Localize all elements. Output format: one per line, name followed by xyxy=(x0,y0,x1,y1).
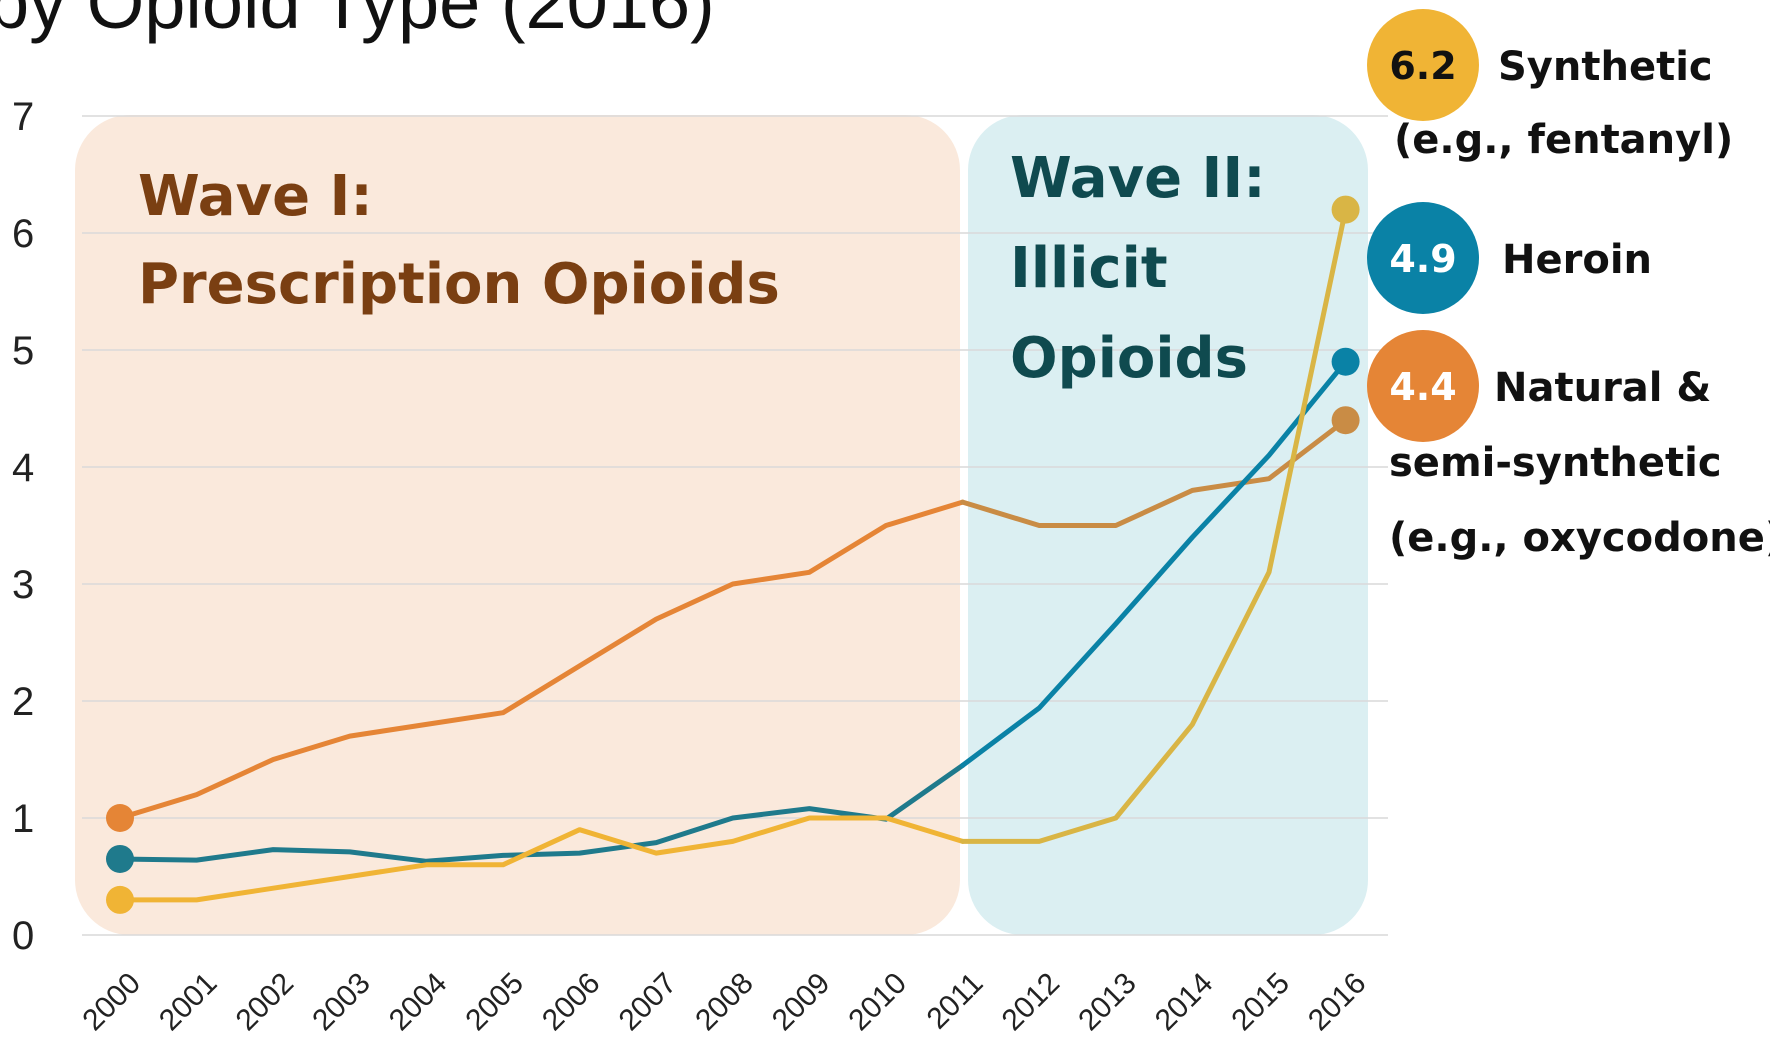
x-tick-label: 2008 xyxy=(689,967,760,1038)
wave1-label-line1: Wave I: xyxy=(138,164,373,229)
legend-heroin-label: Heroin xyxy=(1502,237,1652,283)
legend-synthetic-sublabel: (e.g., fentanyl) xyxy=(1394,117,1733,163)
legend: 6.2 Synthetic (e.g., fentanyl) 4.9 Heroi… xyxy=(1367,9,1770,561)
wave1-label: Wave I: Prescription Opioids xyxy=(138,164,780,317)
legend-synthetic-badge xyxy=(1367,9,1479,121)
x-tick-label: 2004 xyxy=(383,967,454,1038)
x-tick-label: 2013 xyxy=(1072,967,1143,1038)
wave2-label-line2: Illicit xyxy=(1010,236,1168,301)
x-tick-label: 2006 xyxy=(536,967,607,1038)
series-start-marker-synthetic xyxy=(106,885,134,914)
series-line-synthetic-wave1 xyxy=(117,815,966,903)
legend-natural-label: Natural & xyxy=(1494,365,1711,411)
series xyxy=(106,195,1360,914)
wave1-background xyxy=(75,115,960,935)
x-tick-label: 2014 xyxy=(1149,967,1220,1038)
x-axis-ticks: 2000 2001 2002 2003 2004 2005 2006 2007 2008 2009… xyxy=(76,967,1372,1038)
legend-synthetic: 6.2 Synthetic (e.g., fentanyl) xyxy=(1367,9,1733,163)
y-tick-label: 0 xyxy=(12,914,34,958)
legend-heroin: 4.9 Heroin xyxy=(1367,202,1652,314)
x-tick-label: 2010 xyxy=(842,967,913,1038)
x-tick-label: 2016 xyxy=(1302,967,1373,1038)
x-tick-label: 2009 xyxy=(766,967,837,1038)
x-tick-label: 2015 xyxy=(1225,967,1296,1038)
series-end-marker-natural xyxy=(1331,406,1360,435)
wave2-label: Wave II: Illicit Opioids xyxy=(1010,146,1266,391)
series-end-marker-synthetic xyxy=(1331,195,1360,224)
y-tick-label: 6 xyxy=(12,212,34,256)
wave2-background xyxy=(968,115,1368,935)
gridlines xyxy=(82,115,1388,936)
wave1-label-line2: Prescription Opioids xyxy=(138,252,780,317)
legend-heroin-badge xyxy=(1367,202,1479,314)
series-line-synthetic-wave2 xyxy=(960,207,1349,844)
legend-synthetic-label: Synthetic xyxy=(1498,44,1713,90)
chart-title: by Opioid Type (2016) xyxy=(0,0,715,44)
series-line-natural-wave1 xyxy=(117,499,966,821)
y-tick-label: 4 xyxy=(12,446,34,490)
y-tick-label: 7 xyxy=(12,95,34,139)
series-start-marker-heroin xyxy=(106,844,134,873)
x-tick-label: 2002 xyxy=(230,967,301,1038)
x-tick-label: 2000 xyxy=(76,967,147,1038)
legend-natural-example: (e.g., oxycodone) xyxy=(1389,515,1770,561)
legend-natural: 4.4 Natural & semi-synthetic (e.g., oxyc… xyxy=(1367,330,1770,561)
series-line-heroin-wave1 xyxy=(117,762,966,864)
legend-natural-badge xyxy=(1367,330,1479,442)
wave2-label-line1: Wave II: xyxy=(1010,146,1266,211)
y-tick-label: 3 xyxy=(12,563,34,607)
legend-natural-sublabel: semi-synthetic xyxy=(1389,440,1722,486)
series-start-marker-natural xyxy=(106,804,134,832)
series-line-heroin-wave2 xyxy=(960,359,1349,768)
series-end-marker-heroin xyxy=(1331,347,1360,376)
y-tick-label: 1 xyxy=(12,797,34,841)
y-axis-ticks: 0 1 2 3 4 5 6 7 xyxy=(12,95,34,958)
legend-synthetic-value: 6.2 xyxy=(1389,44,1456,88)
x-tick-label: 2003 xyxy=(306,967,377,1038)
x-tick-label: 2007 xyxy=(613,967,684,1038)
series-line-natural-wave2 xyxy=(960,417,1349,528)
legend-heroin-value: 4.9 xyxy=(1389,237,1456,281)
x-tick-label: 2011 xyxy=(921,967,990,1036)
y-tick-label: 5 xyxy=(12,329,34,373)
x-tick-label: 2001 xyxy=(153,967,224,1038)
x-tick-label: 2005 xyxy=(459,967,530,1038)
wave2-label-line3: Opioids xyxy=(1010,326,1248,391)
x-tick-label: 2012 xyxy=(996,967,1067,1038)
legend-natural-value: 4.4 xyxy=(1389,365,1456,409)
y-tick-label: 2 xyxy=(12,680,34,724)
